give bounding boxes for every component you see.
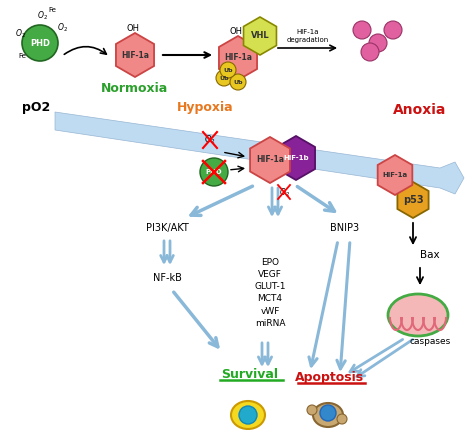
Polygon shape (244, 17, 276, 55)
Text: NF-kB: NF-kB (153, 273, 182, 283)
Text: $O_2$: $O_2$ (36, 9, 47, 22)
Text: Hypoxia: Hypoxia (177, 102, 233, 114)
Polygon shape (219, 36, 257, 80)
Text: EPO
VEGF
GLUT-1
MCT4
vWF
miRNA: EPO VEGF GLUT-1 MCT4 vWF miRNA (254, 258, 286, 328)
Circle shape (220, 62, 236, 78)
Polygon shape (378, 155, 412, 195)
Text: OH: OH (229, 27, 243, 36)
Text: HIF-1a: HIF-1a (256, 155, 284, 165)
Text: HIF-1a
degradation: HIF-1a degradation (287, 29, 329, 43)
Text: $O_2$: $O_2$ (204, 134, 216, 146)
Circle shape (369, 34, 387, 52)
Polygon shape (397, 182, 428, 218)
Text: p53: p53 (403, 195, 423, 205)
Text: $O_2$: $O_2$ (279, 187, 290, 199)
Circle shape (320, 405, 336, 421)
Circle shape (353, 21, 371, 39)
Text: Ub: Ub (223, 67, 233, 73)
Polygon shape (116, 33, 154, 77)
Text: Normoxia: Normoxia (101, 81, 169, 95)
Text: Ub: Ub (219, 76, 229, 81)
Text: $O_2$: $O_2$ (56, 21, 67, 33)
Text: PHD: PHD (206, 169, 222, 175)
Text: Apoptosis: Apoptosis (295, 371, 365, 385)
Text: caspases: caspases (410, 337, 451, 346)
Text: Fe: Fe (48, 7, 56, 13)
Text: HIF-1b: HIF-1b (283, 155, 309, 161)
Circle shape (216, 70, 232, 86)
Text: Ub: Ub (233, 80, 243, 84)
Circle shape (307, 405, 317, 415)
Polygon shape (55, 112, 464, 194)
Text: pO2: pO2 (22, 102, 50, 114)
Circle shape (230, 74, 246, 90)
Polygon shape (277, 136, 315, 180)
Text: PI3K/AKT: PI3K/AKT (146, 223, 188, 233)
Text: BNIP3: BNIP3 (330, 223, 360, 233)
Text: HIF-1a: HIF-1a (121, 51, 149, 59)
Polygon shape (250, 137, 290, 183)
Circle shape (200, 158, 228, 186)
Text: Bax: Bax (420, 250, 440, 260)
Circle shape (361, 43, 379, 61)
Circle shape (239, 406, 257, 424)
Circle shape (384, 21, 402, 39)
Text: PHD: PHD (30, 38, 50, 48)
Ellipse shape (313, 403, 343, 427)
Text: Survival: Survival (221, 368, 279, 381)
Ellipse shape (388, 294, 448, 336)
Text: OH: OH (127, 24, 139, 33)
Circle shape (337, 414, 347, 424)
Text: Fe: Fe (18, 53, 26, 59)
Text: $O_2$: $O_2$ (15, 27, 26, 40)
Circle shape (22, 25, 58, 61)
Text: HIF-1a: HIF-1a (383, 172, 408, 178)
Text: HIF-1a: HIF-1a (224, 54, 252, 62)
Text: VHL: VHL (251, 32, 269, 40)
Ellipse shape (231, 401, 265, 429)
Text: Anoxia: Anoxia (393, 103, 447, 117)
